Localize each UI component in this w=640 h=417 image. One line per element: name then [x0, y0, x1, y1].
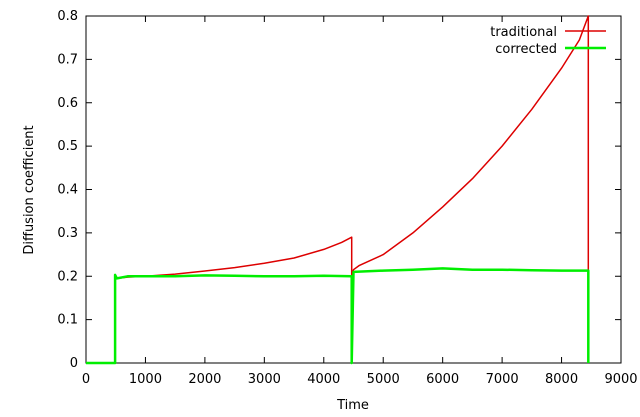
y-tick-label: 0.4: [57, 183, 78, 198]
legend: traditional corrected: [490, 25, 606, 57]
series-line-traditional: [86, 15, 590, 364]
x-tick-label: 7000: [486, 372, 519, 387]
legend-label-corrected: corrected: [495, 42, 557, 57]
y-tick-label: 0.6: [57, 96, 78, 111]
x-tick-label: 6000: [426, 372, 459, 387]
x-tick-label: 3000: [248, 372, 281, 387]
x-tick-label: 2000: [188, 372, 221, 387]
y-tick-label: 0.7: [57, 52, 78, 67]
x-tick-label: 9000: [604, 372, 637, 387]
x-tick-label: 5000: [367, 372, 400, 387]
legend-label-traditional: traditional: [490, 25, 557, 40]
y-tick-label: 0.5: [57, 139, 78, 154]
y-tick-label: 0: [70, 356, 78, 371]
axis-ticks: 0 1000 2000 3000 4000 5000 6000 7000 8000 9000 0 0.…: [57, 9, 637, 387]
series-line-corrected: [86, 267, 590, 365]
x-tick-label: 8000: [545, 372, 578, 387]
y-tick-label: 0.1: [57, 313, 78, 328]
x-tick-label: 4000: [307, 372, 340, 387]
x-tick-label: 0: [82, 372, 90, 387]
y-tick-label: 0.8: [57, 9, 78, 24]
y-tick-label: 0.3: [57, 226, 78, 241]
series-layer: [86, 15, 590, 365]
y-tick-label: 0.2: [57, 269, 78, 284]
y-axis-title: Diffusion coefficient: [22, 125, 37, 254]
x-tick-label: 1000: [129, 372, 162, 387]
x-axis-title: Time: [336, 398, 369, 413]
